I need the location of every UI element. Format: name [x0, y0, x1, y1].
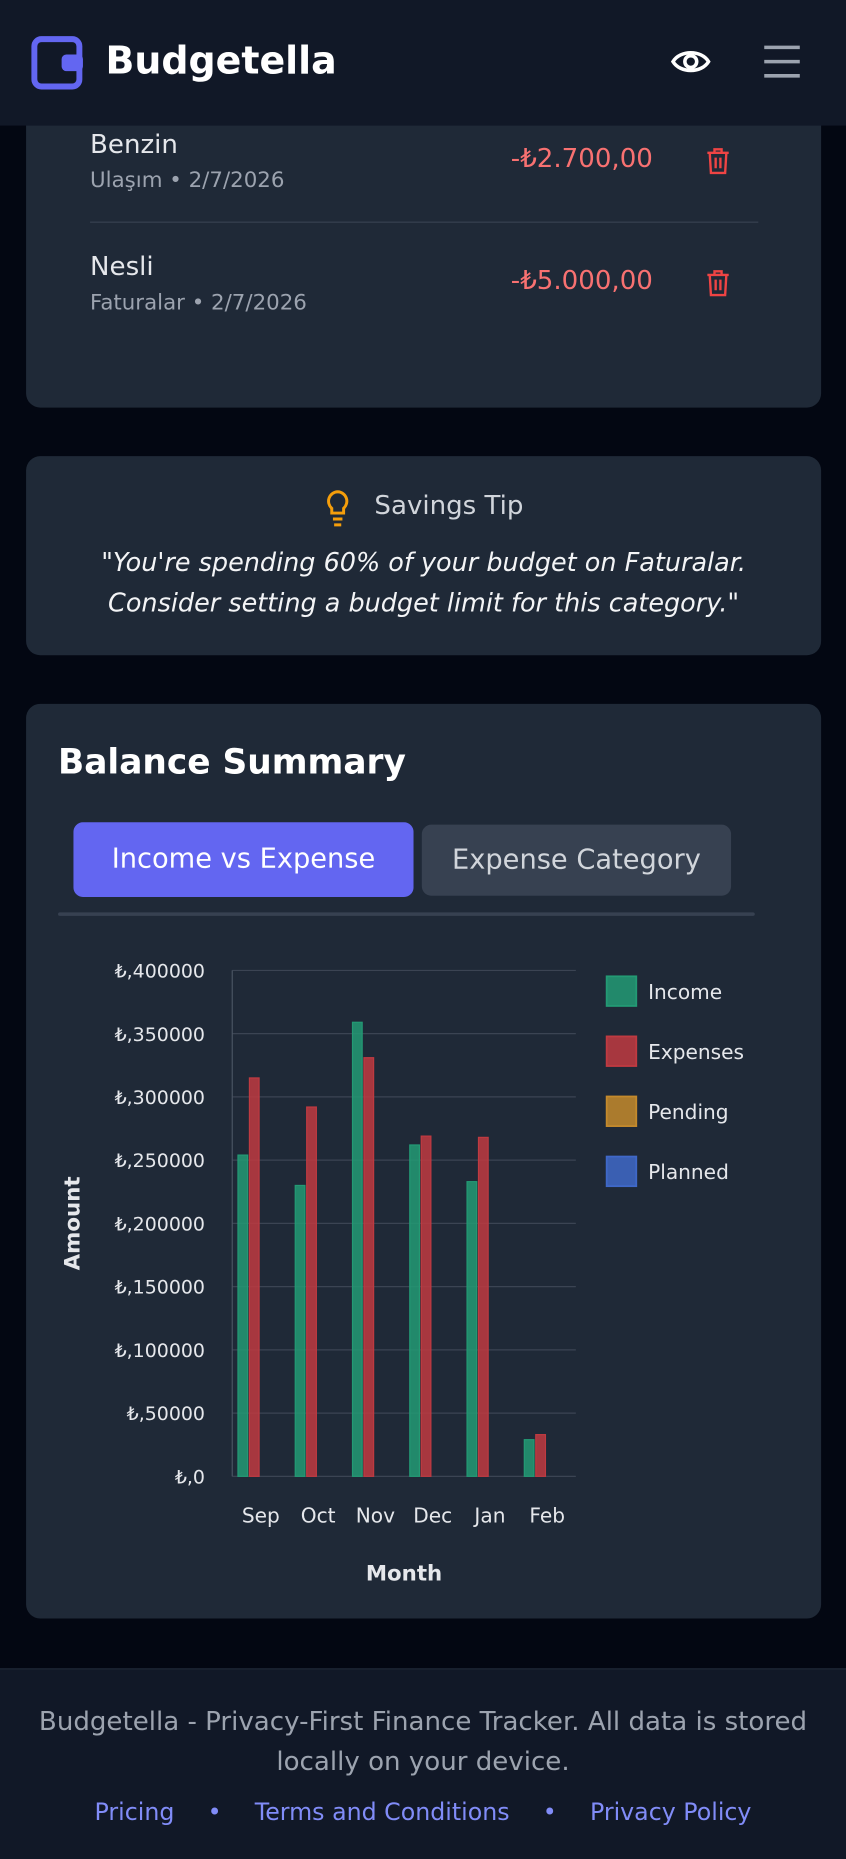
tx-date: 2/7/2026: [211, 290, 307, 316]
tx-name: Benzin: [90, 130, 178, 160]
legend-swatch: [605, 1155, 638, 1188]
x-tick-label: Feb: [529, 1504, 565, 1528]
x-tick-label: Sep: [242, 1504, 280, 1528]
link[interactable]: Privacy Policy: [589, 1797, 752, 1826]
logo-icon: [31, 36, 83, 90]
x-tick-label: Nov: [356, 1504, 395, 1528]
tx-date: 2/7/2026: [188, 168, 285, 194]
tx-amount: -₺2.700,00: [510, 144, 653, 175]
bar: [237, 1154, 249, 1477]
y-tick-label: ₺,200000: [115, 1213, 205, 1235]
chart: ₺,0 ₺,50000 ₺,100000 ₺,150000 ₺,200000 ₺,2500…: [60, 961, 744, 1587]
tx-meta: Ulaşım • 2/7/2026: [90, 168, 285, 194]
legend-swatch: [605, 1095, 638, 1127]
bar: [477, 1136, 489, 1477]
tab-active[interactable]: Income vs Expense: [73, 822, 414, 897]
eye-icon[interactable]: [670, 47, 711, 75]
x-axis-title: Month: [366, 1562, 442, 1587]
bar: [294, 1184, 306, 1477]
y-tick-label: ₺,0: [175, 1466, 205, 1488]
footer-text: Budgetella - Privacy-First Finance Track…: [38, 1707, 808, 1778]
x-tick-label: Jan: [472, 1504, 505, 1528]
bar: [248, 1077, 260, 1477]
y-tick-label: ₺,400000: [115, 961, 205, 983]
y-tick-label: ₺,100000: [115, 1340, 205, 1362]
bar: [535, 1434, 547, 1477]
summary-card: Balance Summary Income vs Expense Expens…: [26, 703, 822, 1619]
tip-text: "You're spending 60% of your budget on F…: [101, 548, 746, 619]
delete-icon[interactable]: [705, 147, 731, 175]
y-tick-label: ₺,50000: [127, 1403, 205, 1425]
tab[interactable]: Expense Category: [421, 824, 732, 896]
tip-card: Savings Tip "You're spending 60% of your…: [26, 456, 822, 656]
x-tick-label: Oct: [301, 1504, 336, 1528]
footer: Budgetella - Privacy-First Finance Track…: [0, 1668, 846, 1859]
bar: [466, 1181, 478, 1477]
summary-title: Balance Summary: [58, 741, 406, 783]
bulb-icon: [327, 490, 349, 527]
link[interactable]: Terms and Conditions: [254, 1797, 510, 1826]
tx-meta: Faturalar • 2/7/2026: [90, 290, 307, 316]
y-tick-label: ₺,250000: [115, 1150, 205, 1172]
legend-label: Pending: [648, 1100, 728, 1124]
app-title: Budgetella: [105, 37, 337, 83]
y-tick-label: ₺,300000: [115, 1087, 205, 1109]
menu-icon[interactable]: [762, 44, 802, 80]
legend-swatch: [605, 1035, 638, 1067]
legend-swatch: [605, 975, 638, 1007]
header: Budgetella: [0, 0, 846, 126]
bar: [351, 1021, 363, 1477]
footer-links: Pricing • Terms and Conditions • Privacy Pol…: [94, 1797, 752, 1826]
x-tick-label: Dec: [413, 1504, 452, 1528]
bar: [420, 1135, 432, 1477]
delete-icon[interactable]: [705, 269, 731, 297]
transactions-card: Benzin Ulaşım • 2/7/2026 -₺2.700,00 Nesl…: [26, 71, 822, 408]
tx-amount: -₺5.000,00: [510, 266, 653, 297]
tab-underline: [58, 912, 755, 916]
tx-category: Faturalar: [90, 290, 185, 316]
legend-label: Income: [648, 980, 722, 1004]
tip-title: Savings Tip: [374, 491, 524, 522]
bar: [523, 1439, 535, 1477]
divider: [90, 221, 759, 223]
y-tick-label: ₺,350000: [115, 1024, 205, 1046]
y-tick-label: ₺,150000: [115, 1277, 205, 1299]
tx-name: Nesli: [90, 252, 154, 282]
bar: [306, 1106, 317, 1477]
y-axis-title: Amount: [60, 1176, 85, 1270]
bar: [363, 1057, 375, 1477]
tx-category: Ulaşım: [90, 168, 163, 194]
link[interactable]: Pricing: [94, 1797, 175, 1826]
legend-label: Planned: [648, 1160, 729, 1184]
bar: [409, 1144, 421, 1477]
legend-label: Expenses: [648, 1040, 744, 1064]
